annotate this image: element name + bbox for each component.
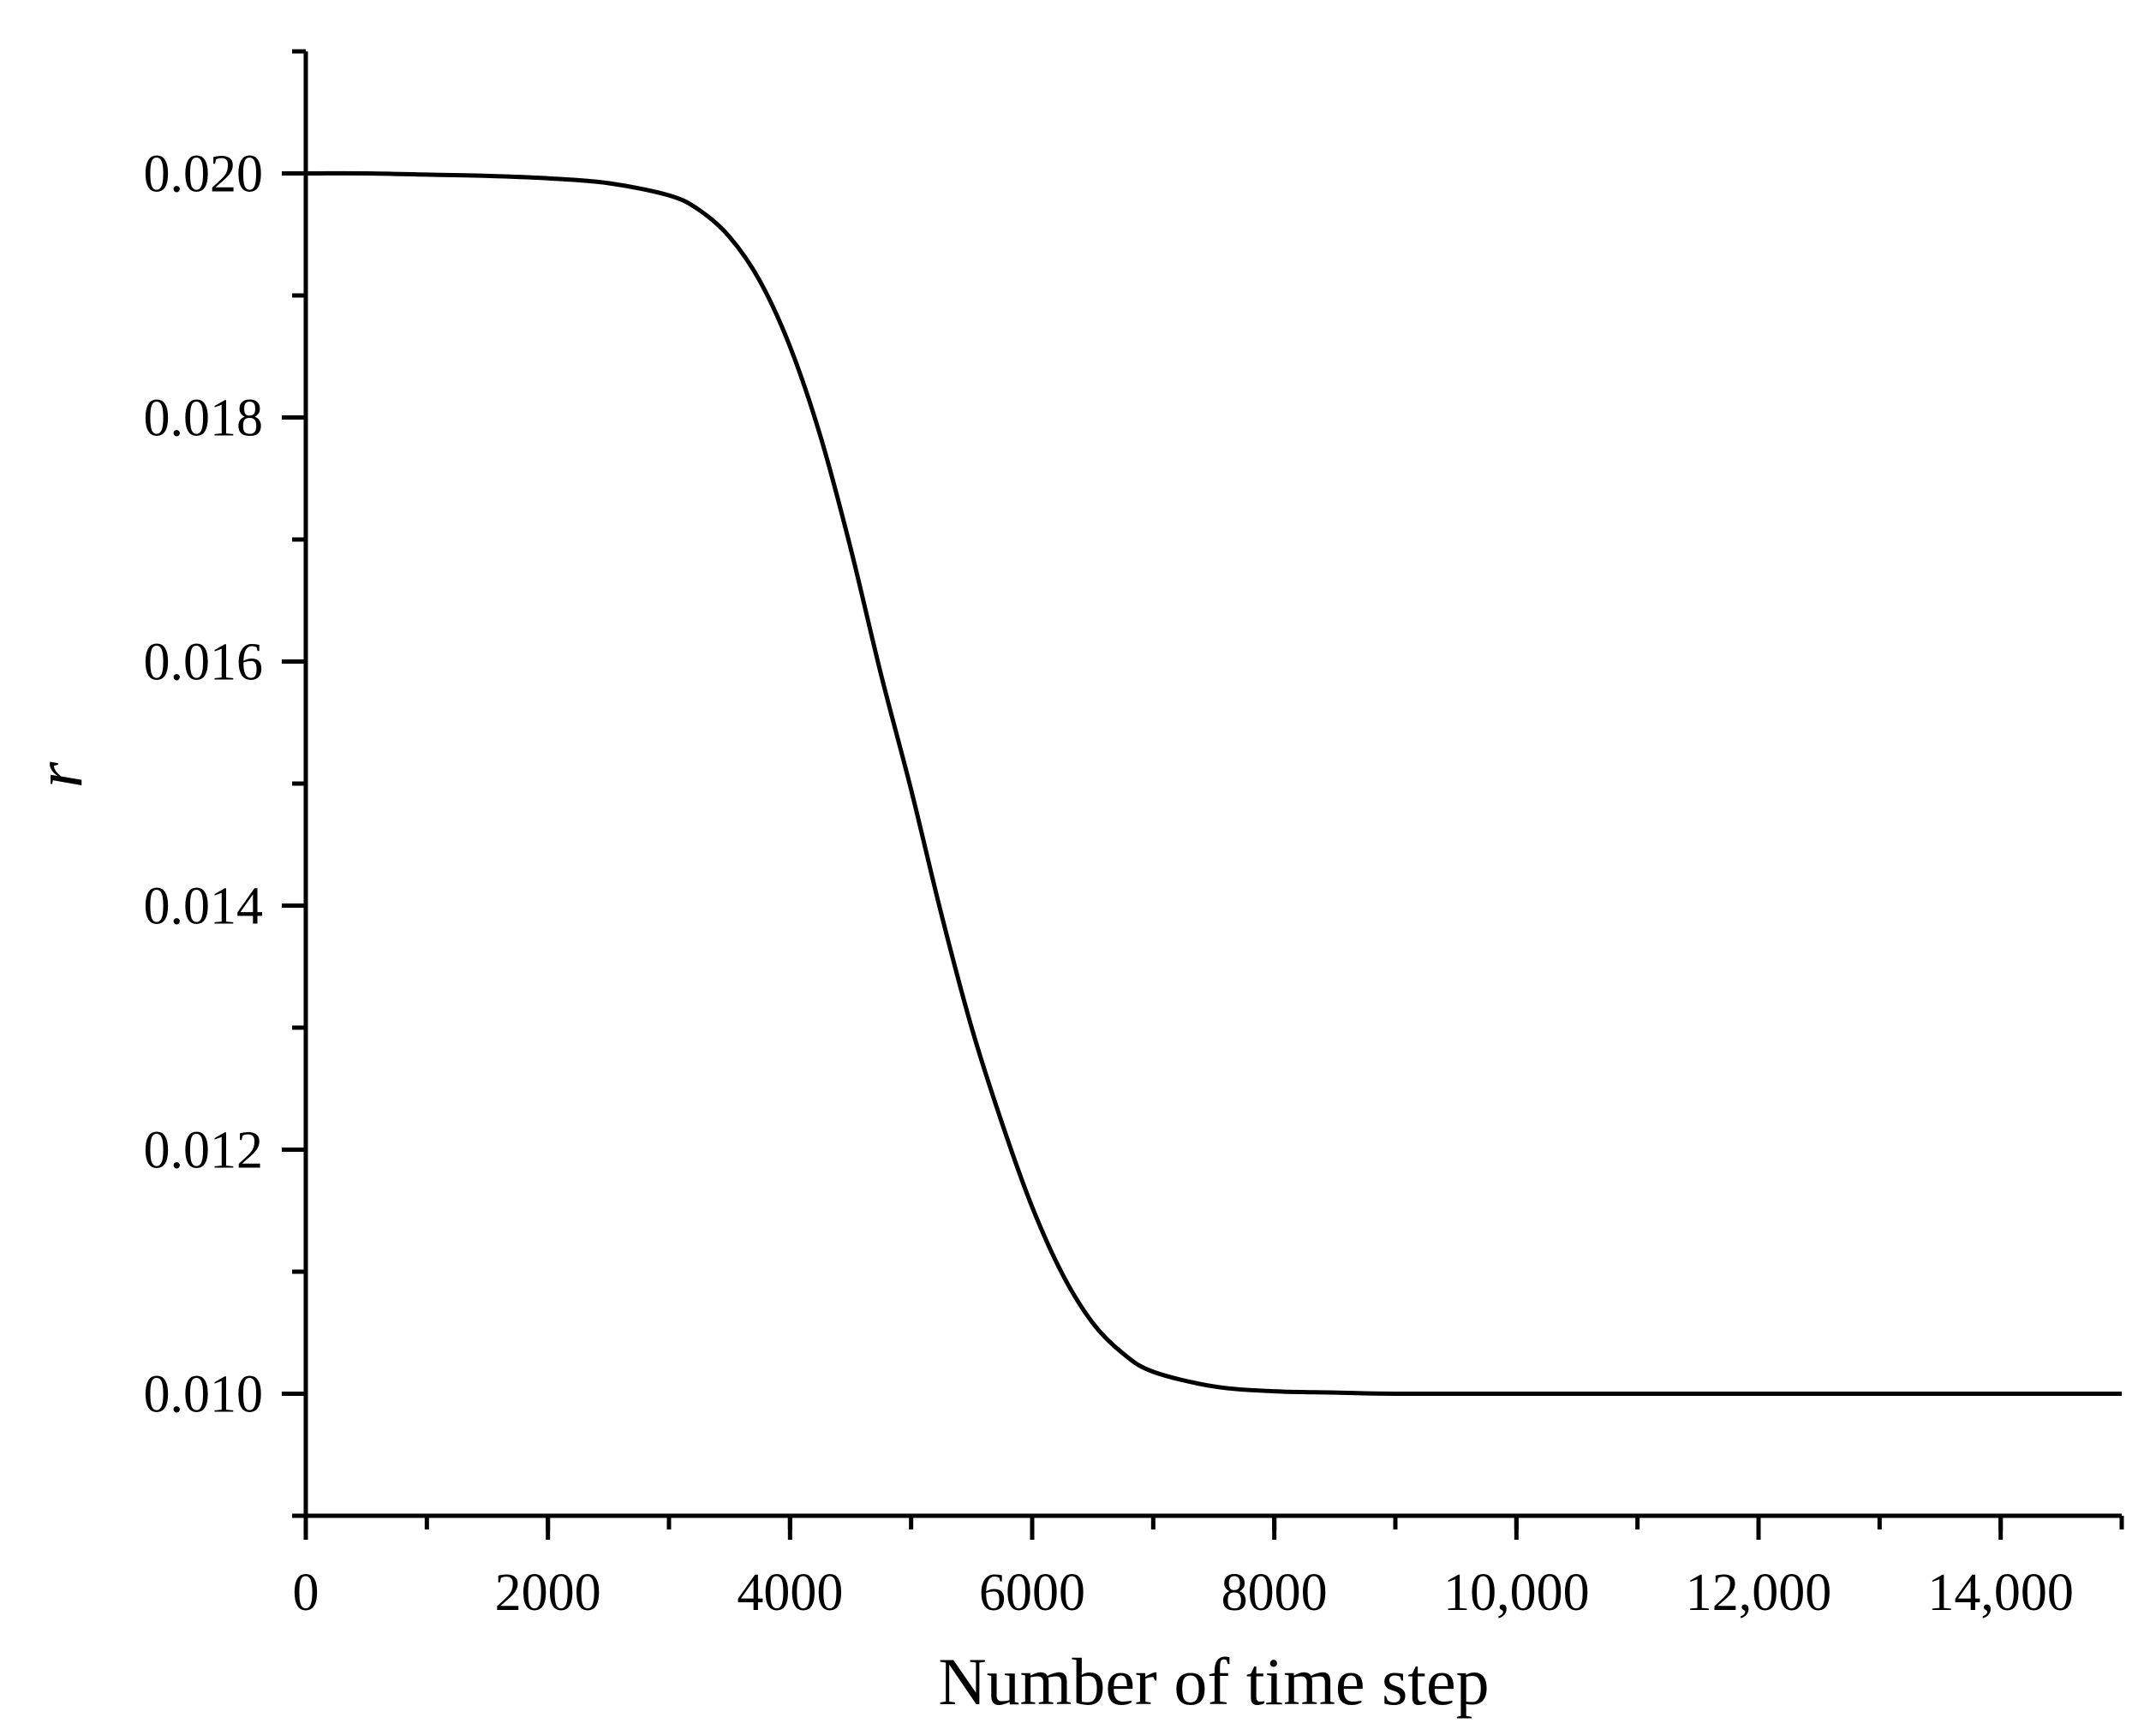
x-tick-label: 4000 <box>737 1564 843 1622</box>
x-axis-title: Number of time step <box>938 1644 1489 1719</box>
y-axis-title: r <box>21 761 96 788</box>
y-tick-label: 0.012 <box>144 1122 264 1180</box>
y-tick-label: 0.016 <box>144 634 264 692</box>
x-tick-label: 6000 <box>979 1564 1085 1622</box>
series-line <box>305 170 2122 1397</box>
series-layer <box>305 170 2122 1397</box>
y-tick-label: 0.010 <box>144 1366 264 1424</box>
x-tick-label: 2000 <box>495 1564 601 1622</box>
tick-labels-layer: 0 2000 4000 6000 8000 10,000 12,000 14,000 0.010… <box>144 146 2074 1623</box>
ticks-layer <box>282 49 2124 1540</box>
y-tick-label: 0.020 <box>144 146 264 204</box>
x-tick-label: 14,000 <box>1927 1564 2074 1622</box>
x-tick-label: 10,000 <box>1443 1564 1590 1622</box>
x-tick-label: 0 <box>293 1564 320 1622</box>
x-tick-label: 12,000 <box>1686 1564 1832 1622</box>
axes-layer <box>303 51 2122 1518</box>
y-tick-label: 0.018 <box>144 390 264 448</box>
y-tick-label: 0.014 <box>144 878 264 936</box>
x-tick-label: 8000 <box>1221 1564 1328 1622</box>
